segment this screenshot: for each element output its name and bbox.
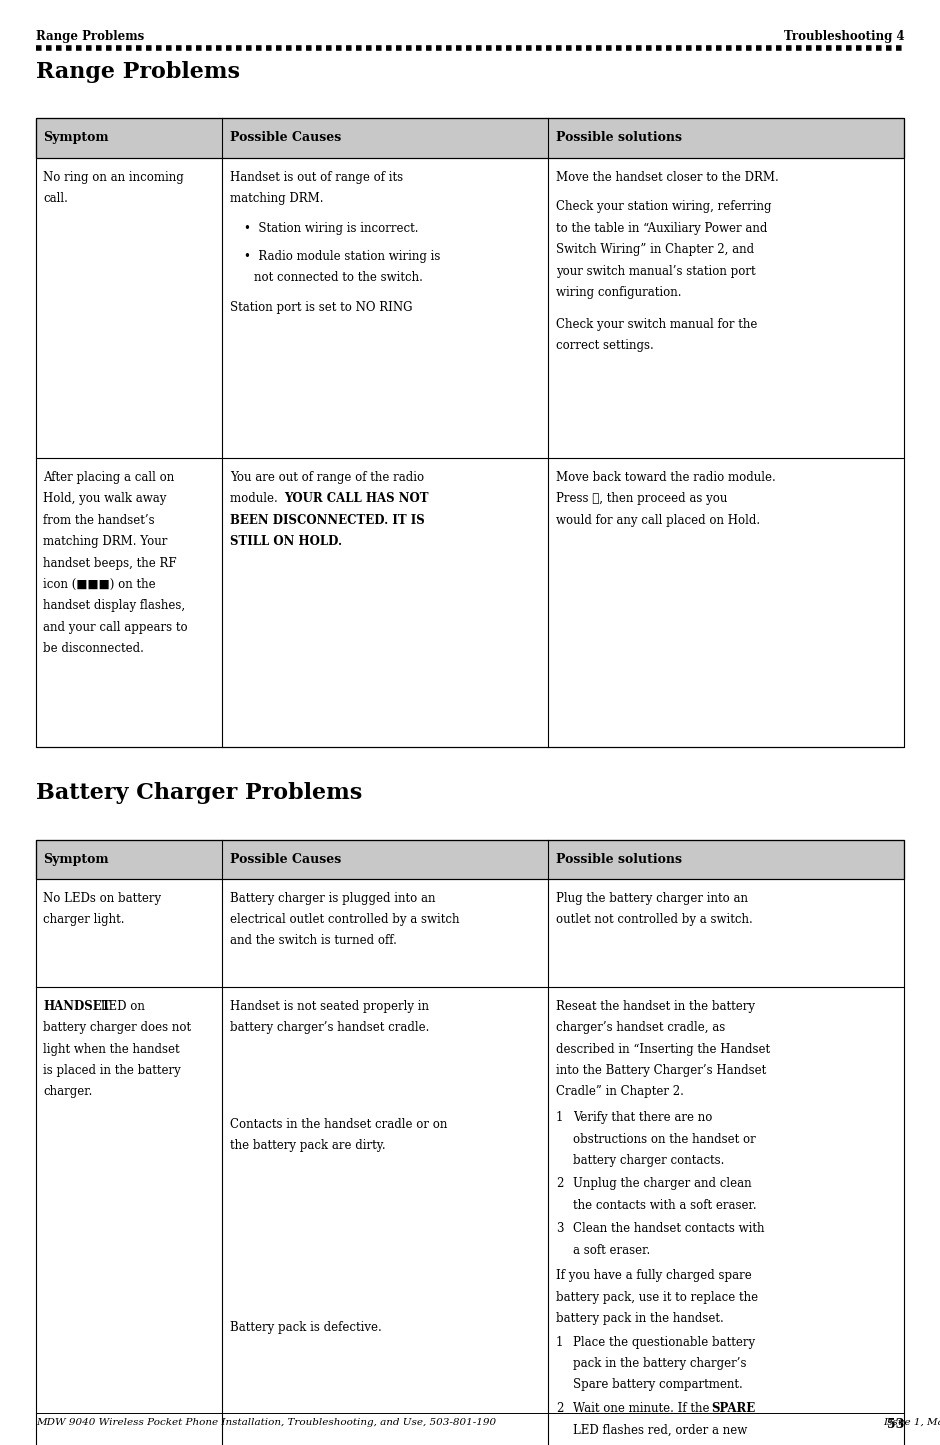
Text: charger’s handset cradle, as: charger’s handset cradle, as xyxy=(556,1022,725,1035)
Text: 3: 3 xyxy=(556,1222,563,1235)
Bar xyxy=(36,118,904,747)
Text: Check your switch manual for the: Check your switch manual for the xyxy=(556,318,757,331)
Text: battery pack, use it to replace the: battery pack, use it to replace the xyxy=(556,1290,758,1303)
Text: Move back toward the radio module.: Move back toward the radio module. xyxy=(556,471,776,484)
Text: LED on: LED on xyxy=(97,1000,145,1013)
Text: After placing a call on: After placing a call on xyxy=(43,471,175,484)
Text: module.: module. xyxy=(230,493,281,506)
Text: Cradle” in Chapter 2.: Cradle” in Chapter 2. xyxy=(556,1085,683,1098)
Text: handset display flashes,: handset display flashes, xyxy=(43,600,185,613)
Text: outlet not controlled by a switch.: outlet not controlled by a switch. xyxy=(556,913,752,926)
Text: Verify that there are no: Verify that there are no xyxy=(572,1111,712,1124)
Text: 2: 2 xyxy=(556,1178,563,1191)
Text: Symptom: Symptom xyxy=(43,131,109,145)
Text: Hold, you walk away: Hold, you walk away xyxy=(43,493,166,506)
Text: not connected to the switch.: not connected to the switch. xyxy=(255,272,423,285)
Text: Range Problems: Range Problems xyxy=(36,61,240,82)
Text: icon (■■■) on the: icon (■■■) on the xyxy=(43,578,156,591)
Text: to the table in “Auxiliary Power and: to the table in “Auxiliary Power and xyxy=(556,223,767,236)
Text: 53: 53 xyxy=(887,1418,904,1431)
Bar xyxy=(36,840,904,1445)
Text: Wait one minute. If the: Wait one minute. If the xyxy=(572,1402,713,1415)
Text: Move the handset closer to the DRM.: Move the handset closer to the DRM. xyxy=(556,171,778,184)
Text: Clean the handset contacts with: Clean the handset contacts with xyxy=(572,1222,764,1235)
Text: Unplug the charger and clean: Unplug the charger and clean xyxy=(572,1178,751,1191)
Text: the contacts with a soft eraser.: the contacts with a soft eraser. xyxy=(572,1199,757,1212)
Text: Place the questionable battery: Place the questionable battery xyxy=(572,1335,755,1348)
Text: Range Problems: Range Problems xyxy=(36,30,144,43)
Text: 1: 1 xyxy=(556,1111,563,1124)
Text: Press ⓗ, then proceed as you: Press ⓗ, then proceed as you xyxy=(556,493,727,506)
Text: battery charger’s handset cradle.: battery charger’s handset cradle. xyxy=(230,1022,430,1035)
Text: battery charger contacts.: battery charger contacts. xyxy=(572,1155,724,1168)
Text: •  Radio module station wiring is: • Radio module station wiring is xyxy=(244,250,441,263)
Text: described in “Inserting the Handset: described in “Inserting the Handset xyxy=(556,1043,770,1056)
Text: Spare battery compartment.: Spare battery compartment. xyxy=(572,1379,743,1392)
Text: Battery charger is plugged into an: Battery charger is plugged into an xyxy=(230,892,435,905)
Text: charger light.: charger light. xyxy=(43,913,125,926)
Text: Possible Causes: Possible Causes xyxy=(230,853,341,866)
Text: Troubleshooting 4: Troubleshooting 4 xyxy=(784,30,904,43)
Text: from the handset’s: from the handset’s xyxy=(43,514,155,527)
Text: STILL ON HOLD.: STILL ON HOLD. xyxy=(230,535,342,548)
Text: Possible solutions: Possible solutions xyxy=(556,853,682,866)
Text: a soft eraser.: a soft eraser. xyxy=(572,1244,650,1257)
Text: is placed in the battery: is placed in the battery xyxy=(43,1064,181,1077)
Text: matching DRM.: matching DRM. xyxy=(230,192,323,205)
Text: pack in the battery charger’s: pack in the battery charger’s xyxy=(572,1357,746,1370)
Text: Check your station wiring, referring: Check your station wiring, referring xyxy=(556,201,771,214)
Text: handset beeps, the RF: handset beeps, the RF xyxy=(43,556,177,569)
Text: Switch Wiring” in Chapter 2, and: Switch Wiring” in Chapter 2, and xyxy=(556,243,754,256)
Text: and your call appears to: and your call appears to xyxy=(43,621,188,634)
Text: the battery pack are dirty.: the battery pack are dirty. xyxy=(230,1139,385,1152)
Text: into the Battery Charger’s Handset: into the Battery Charger’s Handset xyxy=(556,1064,766,1077)
Text: Battery Charger Problems: Battery Charger Problems xyxy=(36,782,362,803)
Text: and the switch is turned off.: and the switch is turned off. xyxy=(230,935,397,948)
Bar xyxy=(36,118,904,158)
Text: No ring on an incoming: No ring on an incoming xyxy=(43,171,184,184)
Text: would for any call placed on Hold.: would for any call placed on Hold. xyxy=(556,514,760,527)
Text: your switch manual’s station port: your switch manual’s station port xyxy=(556,264,756,277)
Text: 1: 1 xyxy=(556,1335,563,1348)
Text: Reseat the handset in the battery: Reseat the handset in the battery xyxy=(556,1000,755,1013)
Text: be disconnected.: be disconnected. xyxy=(43,642,144,655)
Text: obstructions on the handset or: obstructions on the handset or xyxy=(572,1133,756,1146)
Text: Handset is not seated properly in: Handset is not seated properly in xyxy=(230,1000,429,1013)
Text: charger.: charger. xyxy=(43,1085,93,1098)
Text: Contacts in the handset cradle or on: Contacts in the handset cradle or on xyxy=(230,1117,447,1130)
Text: Issue 1, May 2000: Issue 1, May 2000 xyxy=(884,1418,940,1426)
Text: Battery pack is defective.: Battery pack is defective. xyxy=(230,1321,382,1334)
Text: correct settings.: correct settings. xyxy=(556,340,653,353)
Text: BEEN DISCONNECTED. IT IS: BEEN DISCONNECTED. IT IS xyxy=(230,514,425,527)
Text: electrical outlet controlled by a switch: electrical outlet controlled by a switch xyxy=(230,913,460,926)
Bar xyxy=(36,840,904,879)
Text: SPARE: SPARE xyxy=(712,1402,756,1415)
Text: You are out of range of the radio: You are out of range of the radio xyxy=(230,471,424,484)
Text: MDW 9040 Wireless Pocket Phone Installation, Troubleshooting, and Use, 503-801-1: MDW 9040 Wireless Pocket Phone Installat… xyxy=(36,1418,495,1426)
Text: battery pack in the handset.: battery pack in the handset. xyxy=(556,1312,724,1325)
Text: Possible Causes: Possible Causes xyxy=(230,131,341,145)
Text: •  Station wiring is incorrect.: • Station wiring is incorrect. xyxy=(244,223,418,236)
Bar xyxy=(36,840,904,879)
Text: Symptom: Symptom xyxy=(43,853,109,866)
Text: No LEDs on battery: No LEDs on battery xyxy=(43,892,162,905)
Text: light when the handset: light when the handset xyxy=(43,1043,180,1056)
Text: call.: call. xyxy=(43,192,68,205)
Text: battery charger does not: battery charger does not xyxy=(43,1022,192,1035)
Text: YOUR CALL HAS NOT: YOUR CALL HAS NOT xyxy=(285,493,429,506)
Text: Plug the battery charger into an: Plug the battery charger into an xyxy=(556,892,747,905)
Text: If you have a fully charged spare: If you have a fully charged spare xyxy=(556,1269,751,1282)
Text: Possible solutions: Possible solutions xyxy=(556,131,682,145)
Text: HANDSET: HANDSET xyxy=(43,1000,111,1013)
Bar xyxy=(36,118,904,158)
Text: wiring configuration.: wiring configuration. xyxy=(556,286,682,299)
Text: LED flashes red, order a new: LED flashes red, order a new xyxy=(572,1423,747,1436)
Text: 2: 2 xyxy=(556,1402,563,1415)
Text: Station port is set to NO RING: Station port is set to NO RING xyxy=(230,301,413,314)
Text: Handset is out of range of its: Handset is out of range of its xyxy=(230,171,403,184)
Text: matching DRM. Your: matching DRM. Your xyxy=(43,535,167,548)
